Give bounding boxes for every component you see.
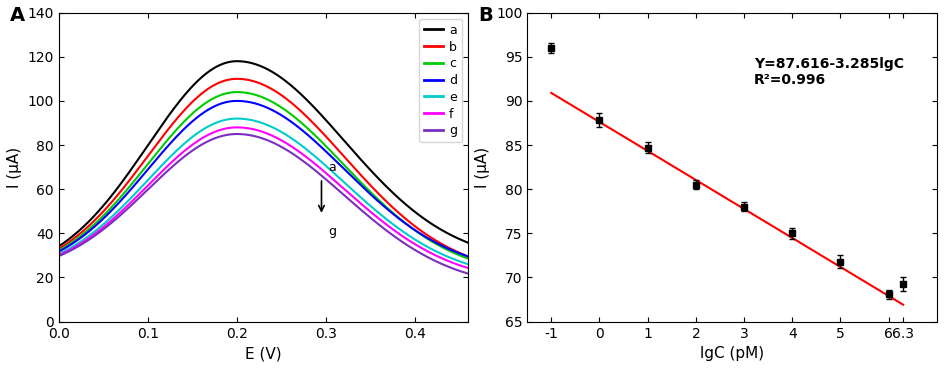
X-axis label: E (V): E (V) (245, 346, 281, 361)
X-axis label: lgC (pM): lgC (pM) (700, 346, 764, 361)
Text: g: g (329, 224, 336, 237)
Y-axis label: I (μA): I (μA) (7, 146, 22, 188)
Text: A: A (9, 6, 25, 25)
Y-axis label: I (μA): I (μA) (475, 146, 490, 188)
Text: B: B (478, 6, 492, 25)
Text: Y=87.616-3.285lgC
R²=0.996: Y=87.616-3.285lgC R²=0.996 (753, 57, 902, 87)
Text: a: a (329, 161, 336, 174)
Legend: a, b, c, d, e, f, g: a, b, c, d, e, f, g (419, 19, 462, 142)
